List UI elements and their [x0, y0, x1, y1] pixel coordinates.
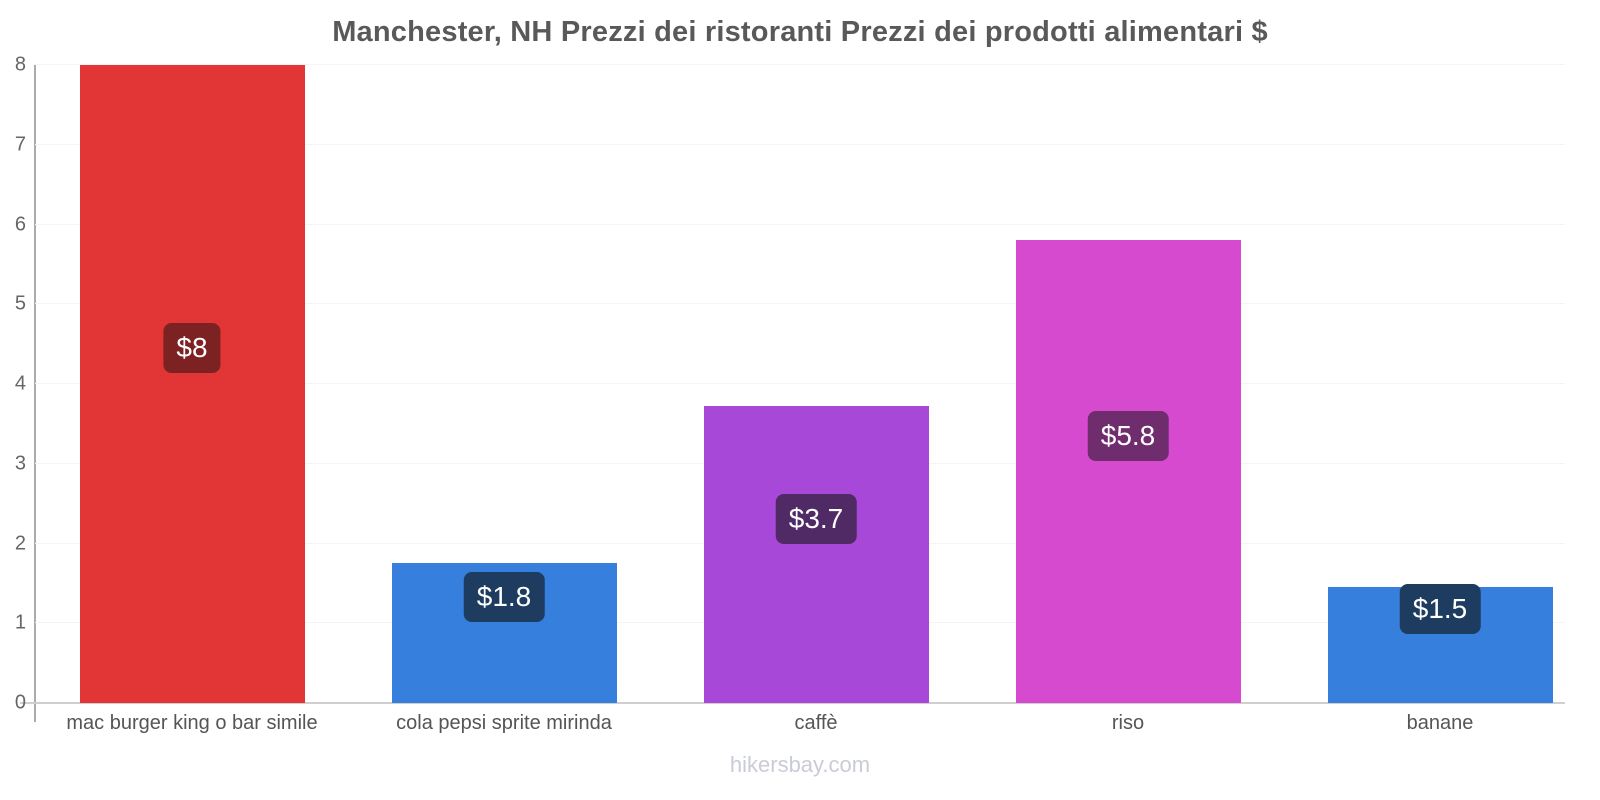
bar-5: $1.5	[1327, 584, 1553, 703]
gridline-6	[35, 223, 1565, 225]
y-tick-label-4: 4	[14, 372, 26, 395]
y-tick-label-5: 5	[14, 292, 26, 315]
gridline-5	[35, 303, 1565, 305]
bar-1: $8	[79, 65, 305, 703]
gridline-7	[35, 143, 1565, 145]
bar-3: $3.7	[703, 406, 929, 703]
x-label-2: cola pepsi sprite mirinda	[396, 712, 612, 734]
y-tick-label-2: 2	[14, 532, 26, 554]
value-badge-2: $1.8	[463, 572, 545, 623]
chart-title: Manchester, NH Prezzi dei ristoranti Pre…	[332, 16, 1268, 48]
y-tick-label-3: 3	[14, 452, 26, 475]
x-axis-line	[20, 702, 1565, 704]
x-label-5: banane	[1406, 712, 1474, 734]
value-badge-4: $5.8	[1087, 410, 1169, 461]
value-badge-5: $1.5	[1399, 584, 1481, 635]
bar-2: $1.8	[391, 563, 617, 703]
plot-area: $8 $1.8 $3.7 $5.8 $1.5	[35, 64, 1565, 703]
y-axis-line	[34, 65, 36, 722]
x-label-3: caffè	[794, 712, 838, 734]
y-tick-label-7: 7	[14, 133, 26, 156]
gridline-4	[35, 383, 1565, 384]
y-tick-label-6: 6	[14, 213, 26, 235]
y-tick-label-1: 1	[14, 611, 26, 634]
value-badge-1: $8	[163, 323, 221, 373]
y-tick-label-8: 8	[14, 53, 26, 76]
bar-4: $5.8	[1015, 240, 1241, 703]
watermark-text: hikersbay.com	[729, 752, 871, 777]
x-label-4: riso	[1111, 712, 1145, 734]
y-tick-label-0: 0	[14, 691, 26, 714]
value-badge-3: $3.7	[775, 493, 857, 544]
gridline-8	[35, 64, 1565, 65]
x-label-1: mac burger king o bar simile	[66, 712, 318, 734]
